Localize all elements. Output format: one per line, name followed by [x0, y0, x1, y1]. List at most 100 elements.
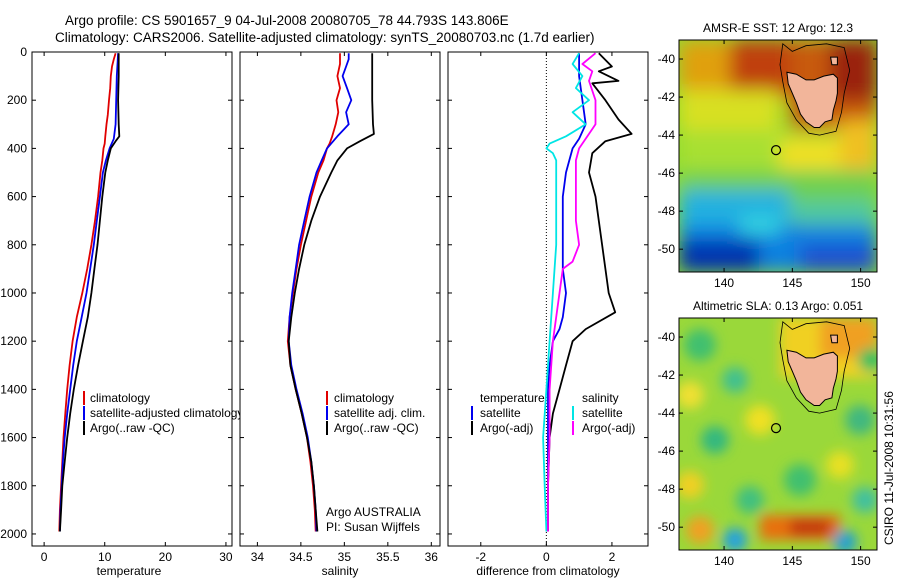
series-line-temperature-satellite — [547, 53, 587, 532]
temperature-series — [58, 52, 121, 532]
legend-label-satellite: satellite adj. clim. — [334, 406, 425, 420]
y-tick-label: 600 — [7, 190, 27, 204]
sst-map-frame — [678, 39, 878, 273]
legend-label-climatology: climatology — [334, 391, 394, 405]
x-tick-label: 30 — [219, 550, 233, 564]
depth-axis: 0 200 400 600 800 1000 1200 1400 1600 1800 2000 — [0, 45, 27, 541]
y-tick-label: -42 — [658, 368, 676, 382]
salinity-axes-box — [239, 51, 441, 547]
y-tick-label: -50 — [658, 520, 676, 534]
difference-xlabel: difference from climatology — [476, 564, 619, 578]
salinity-legend: climatology satellite adj. clim. Argo(..… — [326, 391, 425, 435]
series-line-climatology — [58, 52, 117, 532]
difference-series — [542, 52, 633, 532]
figure-title-line1: Argo profile: CS 5901657_9 04-Jul-2008 2… — [65, 13, 509, 28]
tasmania-coast — [786, 71, 838, 128]
x-tick-label: 140 — [714, 554, 734, 568]
series-line-argo-raw-qc- — [287, 53, 375, 532]
x-tick-label: 145 — [782, 554, 802, 568]
x-tick-label: 10 — [98, 550, 112, 564]
temperature-legend: climatology satellite-adjusted climatolo… — [83, 391, 243, 435]
legend-label-sal-argo: Argo(-adj) — [582, 421, 635, 435]
temperature-x-axis: 0 10 20 30 — [41, 52, 233, 564]
y-tick-label: -42 — [658, 90, 676, 104]
x-tick-label: -2 — [475, 550, 486, 564]
figure-title-line2: Climatology: CARS2006. Satellite-adjuste… — [55, 30, 595, 45]
y-tick-label: -44 — [658, 128, 676, 142]
tasmania-landmass — [779, 40, 877, 136]
salinity-xlabel: salinity — [322, 564, 359, 578]
x-tick-label: 0 — [41, 550, 48, 564]
y-tick-label: 200 — [7, 93, 27, 107]
legend-title-temperature: temperature — [480, 391, 545, 405]
y-tick-label: 800 — [7, 238, 27, 252]
sst-map-panel: AMSR-E SST: 12 Argo: 12.3 — [658, 21, 878, 290]
y-tick-label: 2000 — [0, 527, 27, 541]
x-tick-label: 145 — [782, 276, 802, 290]
y-tick-label: -46 — [658, 166, 676, 180]
legend-title-salinity: salinity — [582, 391, 619, 405]
y-tick-label: 400 — [7, 141, 27, 155]
series-line-temperature-argo-adj- — [547, 52, 633, 532]
y-tick-label: -50 — [658, 242, 676, 256]
y-tick-label: 1800 — [0, 479, 27, 493]
y-tick-label: 1200 — [0, 334, 27, 348]
x-tick-label: 140 — [714, 276, 734, 290]
shelf-contour — [779, 321, 851, 414]
argo-float-position-marker — [770, 145, 782, 156]
salinity-panel: 34 34.5 35 35.5 36 salinity climatology sate… — [239, 51, 441, 578]
legend-label-sal-satellite: satellite — [582, 406, 623, 420]
x-tick-label: 0 — [543, 550, 550, 564]
y-tick-label: 1000 — [0, 286, 27, 300]
series-line-argo-raw-qc- — [59, 53, 121, 532]
legend-label-argo: Argo(..raw -QC) — [334, 421, 419, 435]
island-coast — [830, 334, 838, 344]
x-tick-label: 35.5 — [376, 550, 400, 564]
temperature-panel: 0 200 400 600 800 1000 1200 1400 1600 1800 2000 0 1… — [0, 45, 243, 578]
y-tick-label: -48 — [658, 204, 676, 218]
x-tick-label: 2 — [609, 550, 616, 564]
legend-label-temp-argo: Argo(-adj) — [480, 421, 533, 435]
legend-label-climatology: climatology — [90, 391, 150, 405]
sst-map-latitude-axis: -40 -42 -44 -46 -48 -50 — [658, 52, 877, 256]
series-line-salinity-satellite — [542, 52, 590, 532]
difference-panel: -2 0 2 difference from climatology tempera… — [447, 51, 649, 578]
y-tick-label: -48 — [658, 482, 676, 496]
shelf-contour — [779, 43, 851, 136]
difference-x-axis: -2 0 2 — [475, 52, 616, 564]
y-tick-label: -40 — [658, 52, 676, 66]
sst-field — [679, 40, 877, 272]
x-tick-label: 150 — [851, 276, 871, 290]
annotation-program: Argo AUSTRALIA — [326, 505, 421, 519]
sla-map-frame — [678, 317, 878, 551]
sla-map-panel: Altimetric SLA: 0.13 Argo: 0.051 — [658, 299, 878, 568]
island-coast — [830, 56, 838, 66]
tasmania-coast — [786, 349, 838, 406]
x-tick-label: 34.5 — [289, 550, 313, 564]
argo-float-position-marker — [770, 423, 782, 434]
y-tick-label: -44 — [658, 406, 676, 420]
x-tick-label: 36 — [425, 550, 439, 564]
legend-label-argo: Argo(..raw -QC) — [90, 421, 175, 435]
series-line-satellite-adjusted-climatology — [59, 53, 119, 532]
x-tick-label: 34 — [251, 550, 265, 564]
series-line-salinity-argo-adj- — [547, 52, 597, 532]
sla-field — [679, 318, 877, 550]
temperature-xlabel: temperature — [97, 564, 162, 578]
sla-map-longitude-axis: 140 145 150 — [714, 318, 871, 568]
y-tick-label: -46 — [658, 444, 676, 458]
y-tick-label: 1600 — [0, 431, 27, 445]
sst-map-title: AMSR-E SST: 12 Argo: 12.3 — [703, 21, 853, 35]
legend-label-temp-satellite: satellite — [480, 406, 521, 420]
x-tick-label: 35 — [338, 550, 352, 564]
x-tick-label: 150 — [851, 554, 871, 568]
sla-map-latitude-axis: -40 -42 -44 -46 -48 -50 — [658, 330, 877, 534]
annotation-pi: PI: Susan Wijffels — [326, 520, 420, 534]
tasmania-landmass — [779, 318, 877, 414]
difference-legend: temperature satellite Argo(-adj) salinit… — [471, 391, 635, 435]
legend-label-satellite: satellite-adjusted climatology — [90, 406, 243, 420]
sst-map-longitude-axis: 140 145 150 — [714, 40, 871, 290]
sla-map-title: Altimetric SLA: 0.13 Argo: 0.051 — [693, 299, 863, 313]
y-tick-label: 1400 — [0, 382, 27, 396]
